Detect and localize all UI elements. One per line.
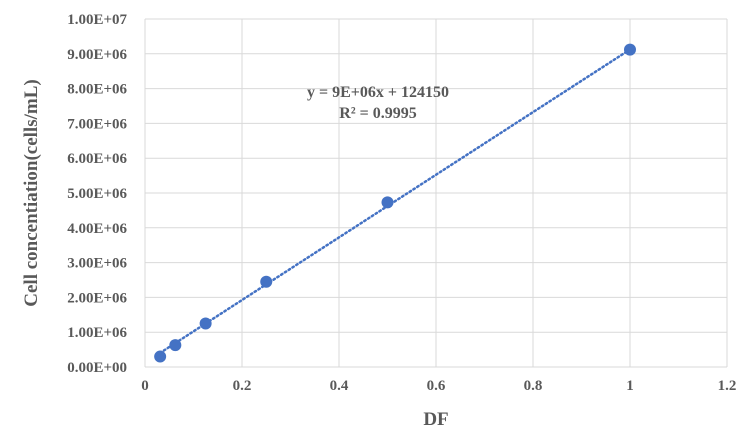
x-axis-title: DF	[423, 409, 448, 430]
y-tick-label: 6.00E+06	[67, 151, 127, 167]
x-tick-label: 0.4	[330, 378, 349, 394]
gridlines	[144, 18, 728, 368]
data-point	[381, 196, 394, 209]
trendline-equation: y = 9E+06x + 124150	[307, 84, 449, 101]
data-point	[624, 43, 636, 56]
data-point	[154, 350, 167, 363]
data-points	[154, 43, 636, 363]
y-tick-label: 3.00E+06	[67, 256, 127, 272]
y-tick-label: 9.00E+06	[67, 47, 127, 63]
data-point	[260, 275, 273, 288]
tick-labels: 0 0.2 0.4 0.6 0.8 1 1.2 0.00E+00 1.00E+06 2.00E+0…	[67, 12, 736, 394]
data-point	[199, 317, 212, 330]
r-squared-label: R² = 0.9995	[339, 105, 416, 122]
linear-trendline	[158, 48, 632, 355]
y-tick-label: 5.00E+06	[67, 186, 127, 202]
y-tick-label: 2.00E+06	[67, 290, 127, 306]
y-tick-label: 1.00E+07	[67, 12, 127, 28]
x-tick-label: 1	[626, 378, 634, 394]
y-tick-label: 8.00E+06	[67, 82, 127, 98]
x-tick-label: 0	[141, 378, 149, 394]
x-tick-label: 0.2	[233, 378, 252, 394]
y-tick-label: 1.00E+06	[67, 325, 127, 341]
y-tick-label: 4.00E+06	[67, 221, 127, 237]
trendline-group	[158, 48, 632, 355]
y-tick-label: 7.00E+06	[67, 116, 127, 132]
y-axis-title: Cell concentiation(cells/mL)	[21, 79, 42, 306]
y-tick-label: 0.00E+00	[67, 360, 127, 376]
data-point	[169, 339, 182, 352]
x-tick-label: 1.2	[718, 378, 737, 394]
x-tick-label: 0.8	[524, 378, 543, 394]
x-tick-label: 0.6	[427, 378, 446, 394]
